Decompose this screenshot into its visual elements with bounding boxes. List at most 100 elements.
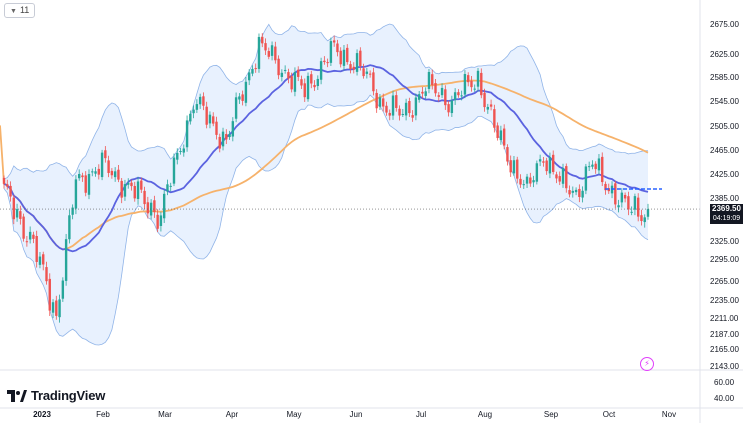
candle-body — [529, 177, 532, 184]
y-tick-label: 2505.00 — [710, 122, 739, 131]
candle-body — [512, 160, 516, 174]
candle-body — [153, 200, 156, 213]
candle-body — [107, 160, 110, 174]
candle-body — [120, 180, 123, 198]
candle-body — [61, 280, 65, 299]
x-tick-label: Aug — [478, 410, 492, 419]
candle-body — [9, 185, 12, 197]
candle-body — [365, 71, 369, 74]
candle-body — [355, 53, 359, 72]
y-tick-label: 2325.00 — [710, 237, 739, 246]
candle-body — [538, 159, 542, 162]
candle-body — [97, 168, 101, 175]
candle-body — [208, 114, 212, 124]
candle-body — [496, 125, 499, 139]
candle-body — [182, 148, 185, 153]
candle-body — [414, 97, 418, 116]
candle-body — [489, 104, 493, 107]
candle-body — [22, 216, 25, 239]
candle-body — [64, 239, 68, 281]
moving-average-long-line — [0, 79, 649, 251]
candle-body — [548, 157, 552, 174]
candle-body — [140, 180, 143, 190]
y-tick-label: 2165.00 — [710, 345, 739, 354]
x-tick-label: Oct — [603, 410, 616, 419]
candle-body — [502, 128, 506, 146]
candle-body — [470, 80, 473, 88]
candle-body — [143, 190, 146, 205]
candle-body — [228, 134, 231, 138]
candle-body — [310, 74, 313, 84]
candle-body — [506, 147, 509, 162]
candle-body — [398, 108, 401, 116]
candle-body — [212, 116, 215, 124]
candle-body — [568, 190, 571, 195]
candle-body — [313, 84, 316, 88]
candle-body — [457, 92, 460, 96]
candle-body — [385, 105, 388, 113]
candle-body — [473, 88, 476, 90]
candle-body — [460, 95, 463, 97]
candle-body — [584, 166, 588, 191]
candle-body — [339, 50, 342, 65]
candle-body — [525, 176, 529, 184]
bollinger-band-fill — [4, 24, 648, 346]
y-tick-label: 2187.00 — [710, 330, 739, 339]
candle-body — [267, 51, 270, 57]
volume-tick-label: 60.00 — [714, 378, 735, 387]
candle-body — [362, 68, 365, 77]
candle-body — [316, 78, 320, 87]
candle-body — [509, 160, 512, 173]
candle-body — [77, 173, 81, 179]
lightning-icon[interactable]: ⚡ — [640, 357, 654, 371]
countdown-timer: 04:19:09 — [712, 215, 741, 222]
candle-body — [594, 163, 597, 170]
candle-body — [254, 68, 257, 70]
candle-body — [74, 179, 78, 209]
candle-body — [100, 152, 104, 178]
candle-body — [578, 188, 581, 197]
candle-body — [244, 81, 248, 103]
candle-body — [453, 92, 457, 101]
interval-label: 11 — [19, 5, 30, 15]
candle-body — [38, 256, 42, 265]
candle-body — [94, 171, 97, 174]
candle-body — [2, 177, 6, 184]
x-tick-label: Mar — [158, 410, 172, 419]
candle-body — [375, 92, 378, 109]
x-tick-label: Jul — [416, 410, 426, 419]
y-tick-label: 2675.00 — [710, 20, 739, 29]
candle-body — [172, 157, 176, 184]
volume-tick-label: 40.00 — [714, 394, 735, 403]
candle-body — [555, 174, 558, 179]
y-tick-label: 2385.00 — [710, 194, 739, 203]
candle-body — [627, 196, 630, 210]
y-tick-label: 2465.00 — [710, 146, 739, 155]
candle-body — [159, 215, 163, 226]
interval-selector[interactable]: ▼ 11 — [4, 3, 36, 18]
candle-body — [215, 121, 218, 135]
candle-body — [303, 83, 306, 98]
candle-body — [202, 96, 205, 106]
candle-body — [270, 45, 274, 56]
candle-body — [565, 166, 568, 189]
candle-body — [636, 197, 640, 217]
candle-body — [630, 211, 633, 213]
candle-body — [225, 133, 228, 140]
candle-body — [427, 71, 431, 89]
candle-body — [241, 94, 244, 101]
candle-body — [251, 68, 254, 74]
candle-body — [127, 182, 130, 185]
candle-body — [434, 83, 437, 94]
x-tick-label: Apr — [226, 410, 239, 419]
candle-body — [646, 209, 650, 217]
candle-body — [463, 74, 467, 95]
tradingview-mark-icon — [7, 389, 27, 402]
candle-body — [257, 36, 261, 69]
x-tick-label: Nov — [662, 410, 676, 419]
candle-body — [480, 72, 483, 96]
candle-body — [408, 101, 411, 114]
x-tick-label: Feb — [96, 410, 110, 419]
candle-body — [19, 211, 22, 219]
